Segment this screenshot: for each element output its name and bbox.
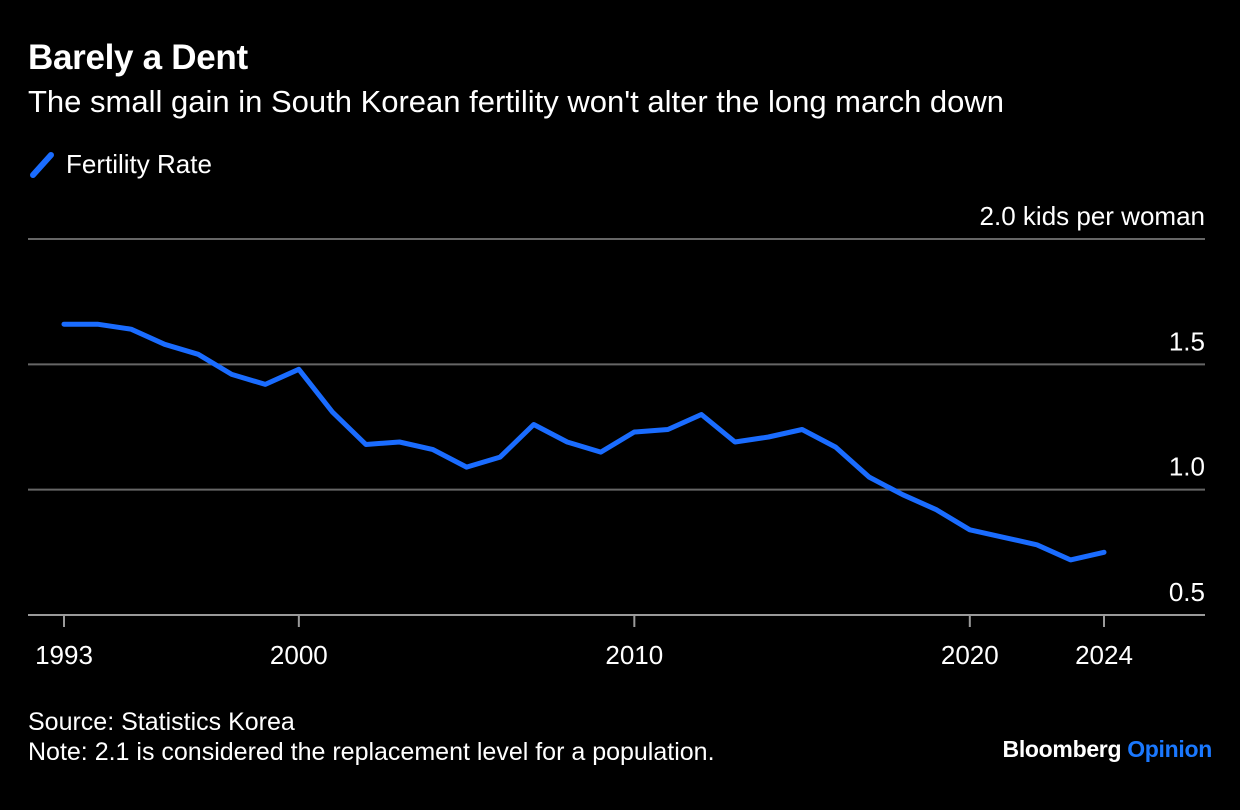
y-tick-label-1-5: 1.5: [1169, 326, 1205, 356]
data-point-1997: [196, 352, 201, 357]
data-point-2005: [464, 465, 469, 470]
data-point-2018: [900, 492, 905, 497]
data-point-2022: [1034, 542, 1039, 547]
x-tick-label-2010: 2010: [605, 640, 663, 670]
data-point-2003: [397, 440, 402, 445]
data-point-2012: [699, 412, 704, 417]
legend-label-fertility-rate: Fertility Rate: [66, 148, 212, 179]
data-point-2008: [565, 440, 570, 445]
brand-suffix: Opinion: [1127, 736, 1212, 762]
data-point-1998: [229, 372, 234, 377]
data-point-2016: [833, 445, 838, 450]
data-point-2017: [867, 475, 872, 480]
data-point-2004: [431, 447, 436, 452]
data-point-2011: [665, 427, 670, 432]
data-point-1995: [129, 327, 134, 332]
data-point-2007: [531, 422, 536, 427]
data-point-2014: [766, 435, 771, 440]
chart-subtitle: The small gain in South Korean fertility…: [28, 84, 1005, 119]
data-point-2010: [632, 430, 637, 435]
data-point-2021: [1001, 535, 1006, 540]
data-point-1994: [95, 322, 100, 327]
brand-name: Bloomberg: [1002, 736, 1122, 762]
data-point-2001: [330, 409, 335, 414]
data-point-2002: [363, 442, 368, 447]
data-point-2024: [1102, 550, 1107, 555]
data-point-1999: [263, 382, 268, 387]
y-tick-label-1: 1.0: [1169, 452, 1205, 482]
series-line-fertility-rate: [61, 321, 1107, 563]
data-point-1996: [162, 342, 167, 347]
legend-swatch-fertility-rate: [30, 152, 54, 178]
source-note: Source: Statistics Korea: [28, 708, 295, 736]
data-point-2020: [967, 527, 972, 532]
x-tick-label-2024: 2024: [1075, 640, 1133, 670]
data-point-1993: [62, 322, 67, 327]
x-tick-label-2020: 2020: [941, 640, 999, 670]
data-point-2015: [800, 427, 805, 432]
data-point-2009: [598, 450, 603, 455]
footnote: Note: 2.1 is considered the replacement …: [28, 738, 715, 766]
chart-title: Barely a Dent: [28, 38, 248, 77]
data-point-2000: [296, 367, 301, 372]
x-tick-label-2000: 2000: [270, 640, 328, 670]
data-point-2019: [934, 507, 939, 512]
x-tick-label-1993: 1993: [35, 640, 93, 670]
y-tick-label-2: 2.0 kids per woman: [980, 201, 1205, 231]
data-point-2006: [498, 455, 503, 460]
y-tick-label-0-5: 0.5: [1169, 577, 1205, 607]
data-point-2023: [1068, 557, 1073, 562]
legend: Fertility Rate: [28, 147, 212, 181]
brand-logo: Bloomberg Opinion: [1002, 736, 1213, 763]
data-point-2013: [732, 440, 737, 445]
